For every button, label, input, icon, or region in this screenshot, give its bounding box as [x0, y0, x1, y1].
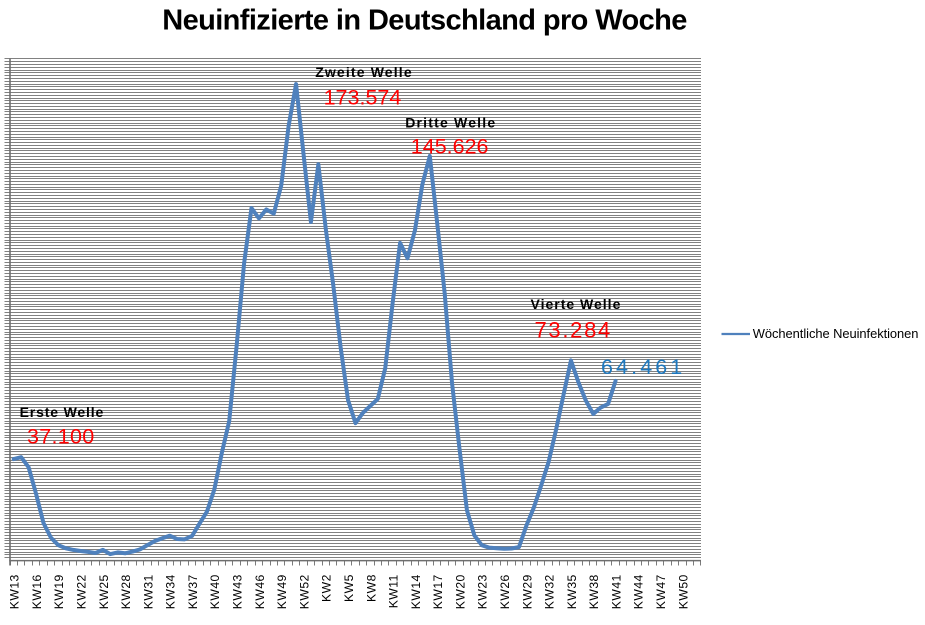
svg-text:Erste Welle: Erste Welle	[20, 404, 105, 420]
svg-text:KW28: KW28	[119, 574, 133, 609]
svg-text:KW38: KW38	[587, 574, 601, 609]
svg-text:KW5: KW5	[342, 574, 356, 602]
svg-text:73.284: 73.284	[535, 317, 613, 342]
svg-text:KW29: KW29	[520, 574, 534, 609]
svg-text:Wöchentliche Neuinfektionen: Wöchentliche Neuinfektionen	[753, 326, 919, 341]
svg-text:KW2: KW2	[320, 574, 334, 602]
svg-text:KW13: KW13	[8, 574, 22, 609]
svg-text:KW44: KW44	[632, 574, 646, 609]
svg-text:KW49: KW49	[275, 574, 289, 609]
svg-text:KW26: KW26	[498, 574, 512, 609]
svg-text:KW43: KW43	[231, 574, 245, 609]
svg-text:KW34: KW34	[164, 574, 178, 609]
svg-text:KW40: KW40	[208, 574, 222, 609]
svg-text:KW35: KW35	[565, 574, 579, 609]
svg-text:KW16: KW16	[30, 574, 44, 609]
svg-text:KW19: KW19	[52, 574, 66, 609]
svg-text:KW47: KW47	[654, 574, 668, 609]
svg-text:Dritte Welle: Dritte Welle	[405, 114, 496, 130]
svg-text:Zweite Welle: Zweite Welle	[315, 64, 413, 80]
svg-text:KW41: KW41	[609, 574, 623, 609]
svg-text:KW23: KW23	[476, 574, 490, 609]
svg-text:KW11: KW11	[387, 574, 401, 608]
svg-text:KW50: KW50	[676, 574, 690, 609]
svg-text:Neuinfizierte in Deutschland p: Neuinfizierte in Deutschland pro Woche	[162, 4, 687, 36]
svg-text:KW46: KW46	[253, 574, 267, 609]
svg-text:KW52: KW52	[297, 574, 311, 609]
svg-text:KW32: KW32	[543, 574, 557, 609]
svg-text:KW8: KW8	[364, 574, 378, 602]
svg-text:KW17: KW17	[431, 574, 445, 609]
svg-text:Vierte Welle: Vierte Welle	[531, 296, 622, 312]
svg-text:64.461: 64.461	[601, 355, 685, 379]
svg-text:KW25: KW25	[97, 574, 111, 609]
svg-text:KW37: KW37	[186, 574, 200, 609]
svg-text:KW22: KW22	[74, 574, 88, 609]
svg-text:KW20: KW20	[453, 574, 467, 609]
svg-text:KW31: KW31	[141, 574, 155, 609]
svg-text:173.574: 173.574	[324, 85, 402, 109]
svg-text:KW14: KW14	[409, 574, 423, 609]
svg-text:145.626: 145.626	[411, 134, 489, 158]
svg-text:37.100: 37.100	[27, 424, 95, 448]
